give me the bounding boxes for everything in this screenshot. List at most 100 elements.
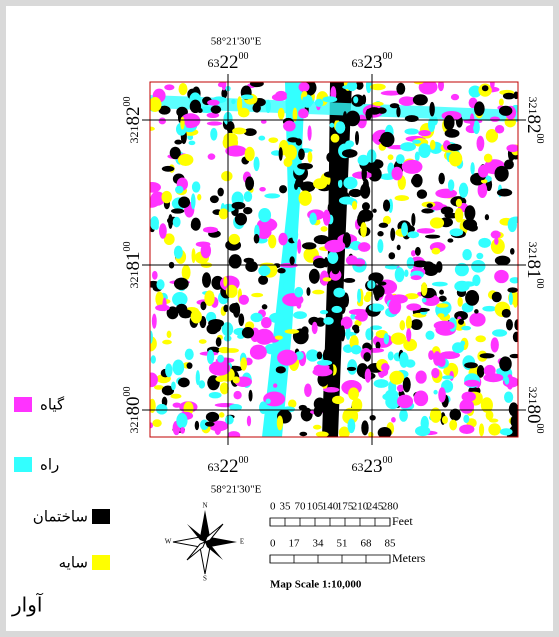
land-patch <box>258 208 271 222</box>
coord-suffix: 00 <box>239 455 249 466</box>
land-patch <box>397 395 413 409</box>
coord-prefix: 321 <box>526 242 540 260</box>
land-patch <box>332 267 340 274</box>
coord-main: 22 <box>220 52 239 73</box>
land-patch <box>484 154 492 163</box>
coord-suffix: 00 <box>122 97 133 107</box>
land-patch <box>210 128 217 141</box>
land-patch <box>482 85 489 91</box>
land-patch <box>484 365 496 377</box>
land-patch <box>264 193 280 198</box>
land-patch <box>279 147 283 161</box>
land-patch <box>400 142 416 151</box>
land-patch <box>442 416 448 424</box>
coord-prefix: 63 <box>208 56 220 70</box>
land-patch <box>474 309 479 313</box>
land-patch <box>293 311 307 319</box>
land-patch <box>245 147 255 161</box>
land-patch <box>439 296 447 302</box>
land-patch <box>241 94 253 99</box>
land-patch <box>402 160 423 174</box>
land-patch <box>478 165 489 178</box>
land-patch <box>388 154 394 160</box>
land-patch <box>173 403 182 408</box>
land-patch <box>243 207 252 214</box>
coord-prefix: 63 <box>352 56 364 70</box>
land-patch <box>440 301 452 314</box>
land-patch <box>352 325 359 331</box>
land-patch <box>333 288 345 298</box>
land-patch <box>171 208 184 213</box>
land-patch <box>290 152 296 156</box>
land-patch <box>335 121 345 133</box>
land-patch <box>307 125 311 140</box>
land-patch <box>250 345 267 360</box>
land-patch <box>289 256 294 265</box>
land-patch <box>190 100 201 113</box>
land-patch <box>276 366 286 373</box>
land-patch <box>391 167 402 181</box>
land-patch <box>229 234 240 245</box>
land-patch <box>207 100 219 106</box>
land-patch <box>374 379 389 388</box>
coord-main: 80 <box>523 405 544 424</box>
land-patch <box>338 179 342 188</box>
land-patch <box>405 115 419 122</box>
land-patch <box>206 412 219 422</box>
land-patch <box>180 117 184 130</box>
land-patch <box>312 322 318 334</box>
land-patch <box>470 113 475 127</box>
land-patch <box>422 298 427 303</box>
land-patch <box>417 228 435 233</box>
land-patch <box>503 93 515 100</box>
land-patch <box>164 84 174 90</box>
legend-extra: آوار <box>11 592 44 617</box>
land-patch <box>444 115 455 130</box>
land-patch <box>327 251 338 264</box>
land-patch <box>403 339 417 351</box>
land-patch <box>430 140 436 150</box>
land-patch <box>499 98 504 105</box>
land-patch <box>149 97 162 112</box>
land-patch <box>464 362 478 368</box>
land-patch <box>201 243 211 258</box>
land-patch <box>171 382 176 391</box>
land-patch <box>500 428 513 435</box>
land-patch <box>411 213 415 226</box>
land-patch <box>152 419 161 427</box>
land-patch <box>275 91 287 98</box>
land-patch <box>178 196 190 208</box>
land-patch <box>302 242 316 249</box>
land-patch <box>317 351 322 359</box>
land-patch <box>317 360 332 366</box>
land-patch <box>275 335 283 339</box>
land-patch <box>334 158 338 168</box>
land-patch <box>405 359 415 367</box>
land-patch <box>299 405 307 410</box>
land-patch <box>162 298 166 312</box>
land-patch <box>412 140 421 144</box>
land-patch <box>161 191 171 203</box>
land-patch <box>325 240 346 253</box>
land-patch <box>377 239 383 253</box>
land-patch <box>406 303 421 310</box>
coord-main: 23 <box>364 456 383 477</box>
land-patch <box>373 209 377 213</box>
land-patch <box>273 383 277 387</box>
land-patch <box>268 137 278 143</box>
land-patch <box>155 304 170 311</box>
legend-swatch <box>92 555 110 570</box>
land-patch <box>296 301 301 308</box>
land-patch <box>479 423 484 436</box>
land-patch <box>258 275 268 284</box>
scale-label: 35 <box>280 501 292 513</box>
land-patch <box>494 270 509 283</box>
land-patch <box>187 362 193 368</box>
land-patch <box>185 349 194 360</box>
land-patch <box>407 231 419 238</box>
land-patch <box>432 248 441 255</box>
land-patch <box>176 413 187 428</box>
land-patch <box>464 380 480 387</box>
scale-label: 17 <box>289 538 301 550</box>
land-patch <box>357 289 361 303</box>
